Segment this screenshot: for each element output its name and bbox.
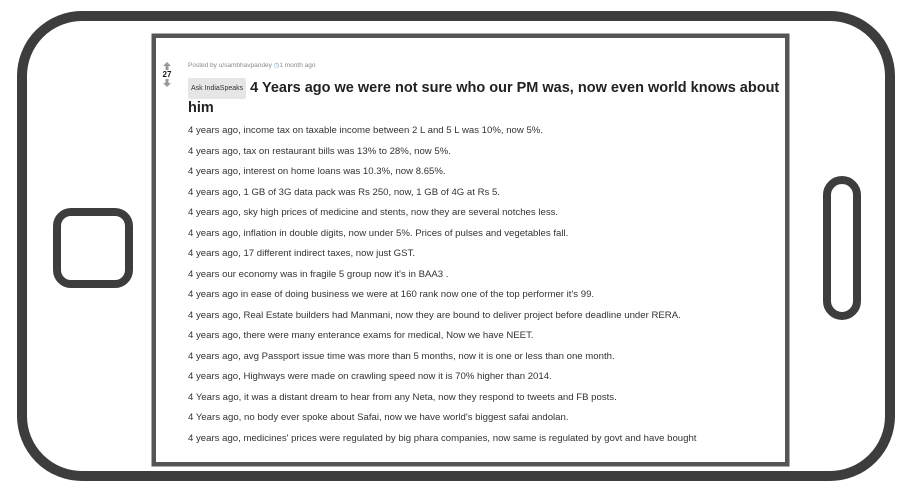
body-line: 4 years ago, there were many enterance e… — [188, 330, 534, 341]
body-line: 4 years ago, inflation in double digits,… — [188, 227, 569, 239]
side-button — [823, 176, 861, 320]
downvote[interactable] — [163, 79, 171, 87]
post-time-text: 1 month ago — [279, 62, 316, 69]
screen-border — [151, 33, 790, 467]
upvote[interactable] — [163, 62, 171, 70]
home-button — [53, 208, 133, 288]
post-meta: Posted by u/sambhavpandey ◷1 month ago — [188, 61, 315, 69]
vote-box: 27 — [160, 62, 174, 87]
body-line: 4 years ago, tax on restaurant bills was… — [188, 145, 451, 157]
vote-count: 27 — [162, 70, 172, 79]
posted-by[interactable]: Posted by u/sambhavpandey — [188, 62, 272, 69]
body-line: 4 years ago in ease of doing business we… — [188, 289, 595, 300]
body-line: 4 years ago, medicines' prices were regu… — [188, 432, 697, 444]
body-line: 4 years ago, Real Estate builders had Ma… — [188, 309, 681, 321]
body-line: 4 Years ago, it was a distant dream to h… — [188, 391, 617, 403]
post-body: 4 years ago, income tax on taxable incom… — [188, 124, 785, 452]
screen: 27 Posted by u/sambhavpandey ◷1 month ag… — [156, 38, 785, 462]
phone-body — [17, 11, 895, 481]
flair[interactable]: Ask IndiaSpeaks — [188, 78, 247, 99]
body-line: 4 years our economy was in fragile 5 gro… — [188, 268, 449, 280]
post-title-row: Ask IndiaSpeaks 4 Years ago we were not s… — [188, 78, 780, 118]
post-time: ◷ — [273, 62, 280, 69]
post-title[interactable]: 4 Years ago we were not sure who our PM … — [188, 80, 780, 116]
body-line: 4 years ago, 17 different indirect taxes… — [188, 248, 415, 259]
body-line: 4 years ago, sky high prices of medicine… — [188, 207, 559, 218]
body-line: 4 years ago, income tax on taxable incom… — [188, 125, 544, 136]
body-line: 4 Years ago, no body ever spoke about Sa… — [188, 412, 569, 423]
body-line: 4 years ago, interest on home loans was … — [188, 166, 446, 177]
body-line: 4 years ago, 1 GB of 3G data pack was Rs… — [188, 186, 500, 198]
body-line: 4 years ago, Highways were made on crawl… — [188, 371, 552, 382]
body-line: 4 years ago, avg Passport issue time was… — [188, 350, 615, 362]
